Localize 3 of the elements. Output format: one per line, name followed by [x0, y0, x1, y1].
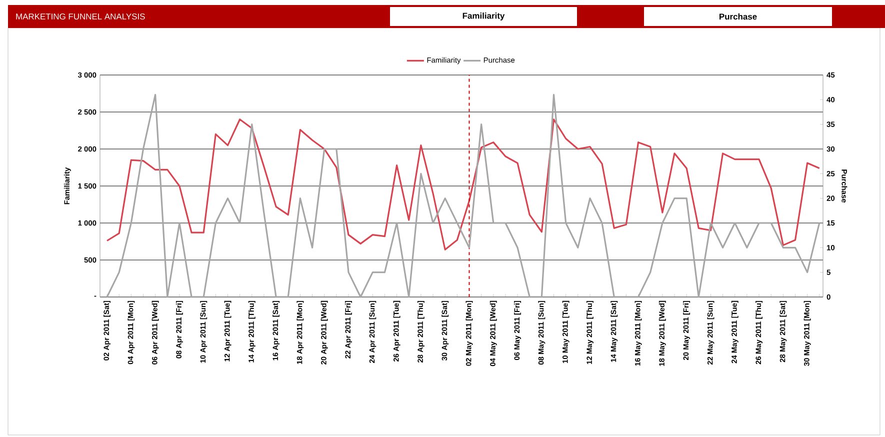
text: Purchase — [720, 13, 757, 20]
chart-title: MARKETING FUNNEL ANALYSIS — [16, 14, 145, 20]
text: Familiarity — [462, 12, 505, 20]
